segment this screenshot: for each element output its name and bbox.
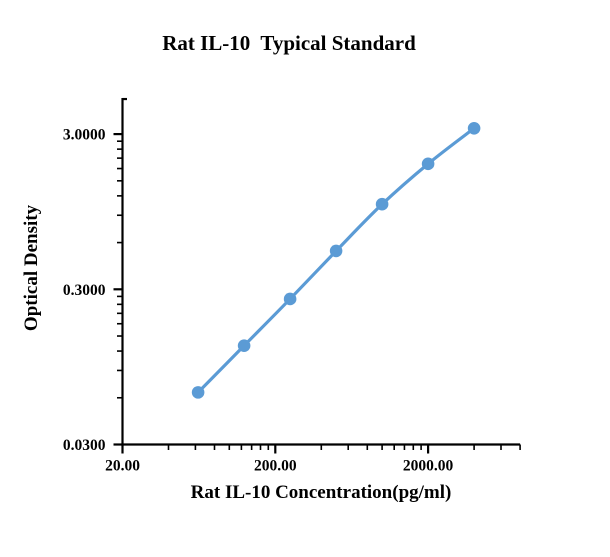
x-tick-label-200.00: 200.00 xyxy=(254,458,297,475)
x-axis-title: Rat IL-10 Concentration(pg/ml) xyxy=(191,482,452,503)
data-point-marker xyxy=(237,339,251,352)
tick-labels: 0.0300 0.3000 3.0000 20.00 200.00 2000.0… xyxy=(63,127,454,475)
data-point-marker xyxy=(467,121,481,135)
data-point-marker xyxy=(283,292,297,306)
series-rat-il10-standard xyxy=(191,121,481,399)
y-tick-label-3.0000: 3.0000 xyxy=(63,127,106,144)
data-point-marker xyxy=(329,244,343,258)
axes xyxy=(121,97,521,446)
x-tick-label-20.00: 20.00 xyxy=(105,458,140,475)
y-tick-label-0.3000: 0.3000 xyxy=(63,282,106,299)
y-axis-title: Optical Density xyxy=(21,204,42,331)
tick-marks xyxy=(113,133,521,454)
x-tick-label-2000.00: 2000.00 xyxy=(403,458,454,475)
y-tick-label-0.0300: 0.0300 xyxy=(63,437,106,454)
data-point-marker xyxy=(421,157,435,171)
data-point-marker xyxy=(375,197,389,211)
data-point-marker xyxy=(191,386,205,399)
chart-title: Rat IL-10 Typical Standard xyxy=(162,31,416,55)
